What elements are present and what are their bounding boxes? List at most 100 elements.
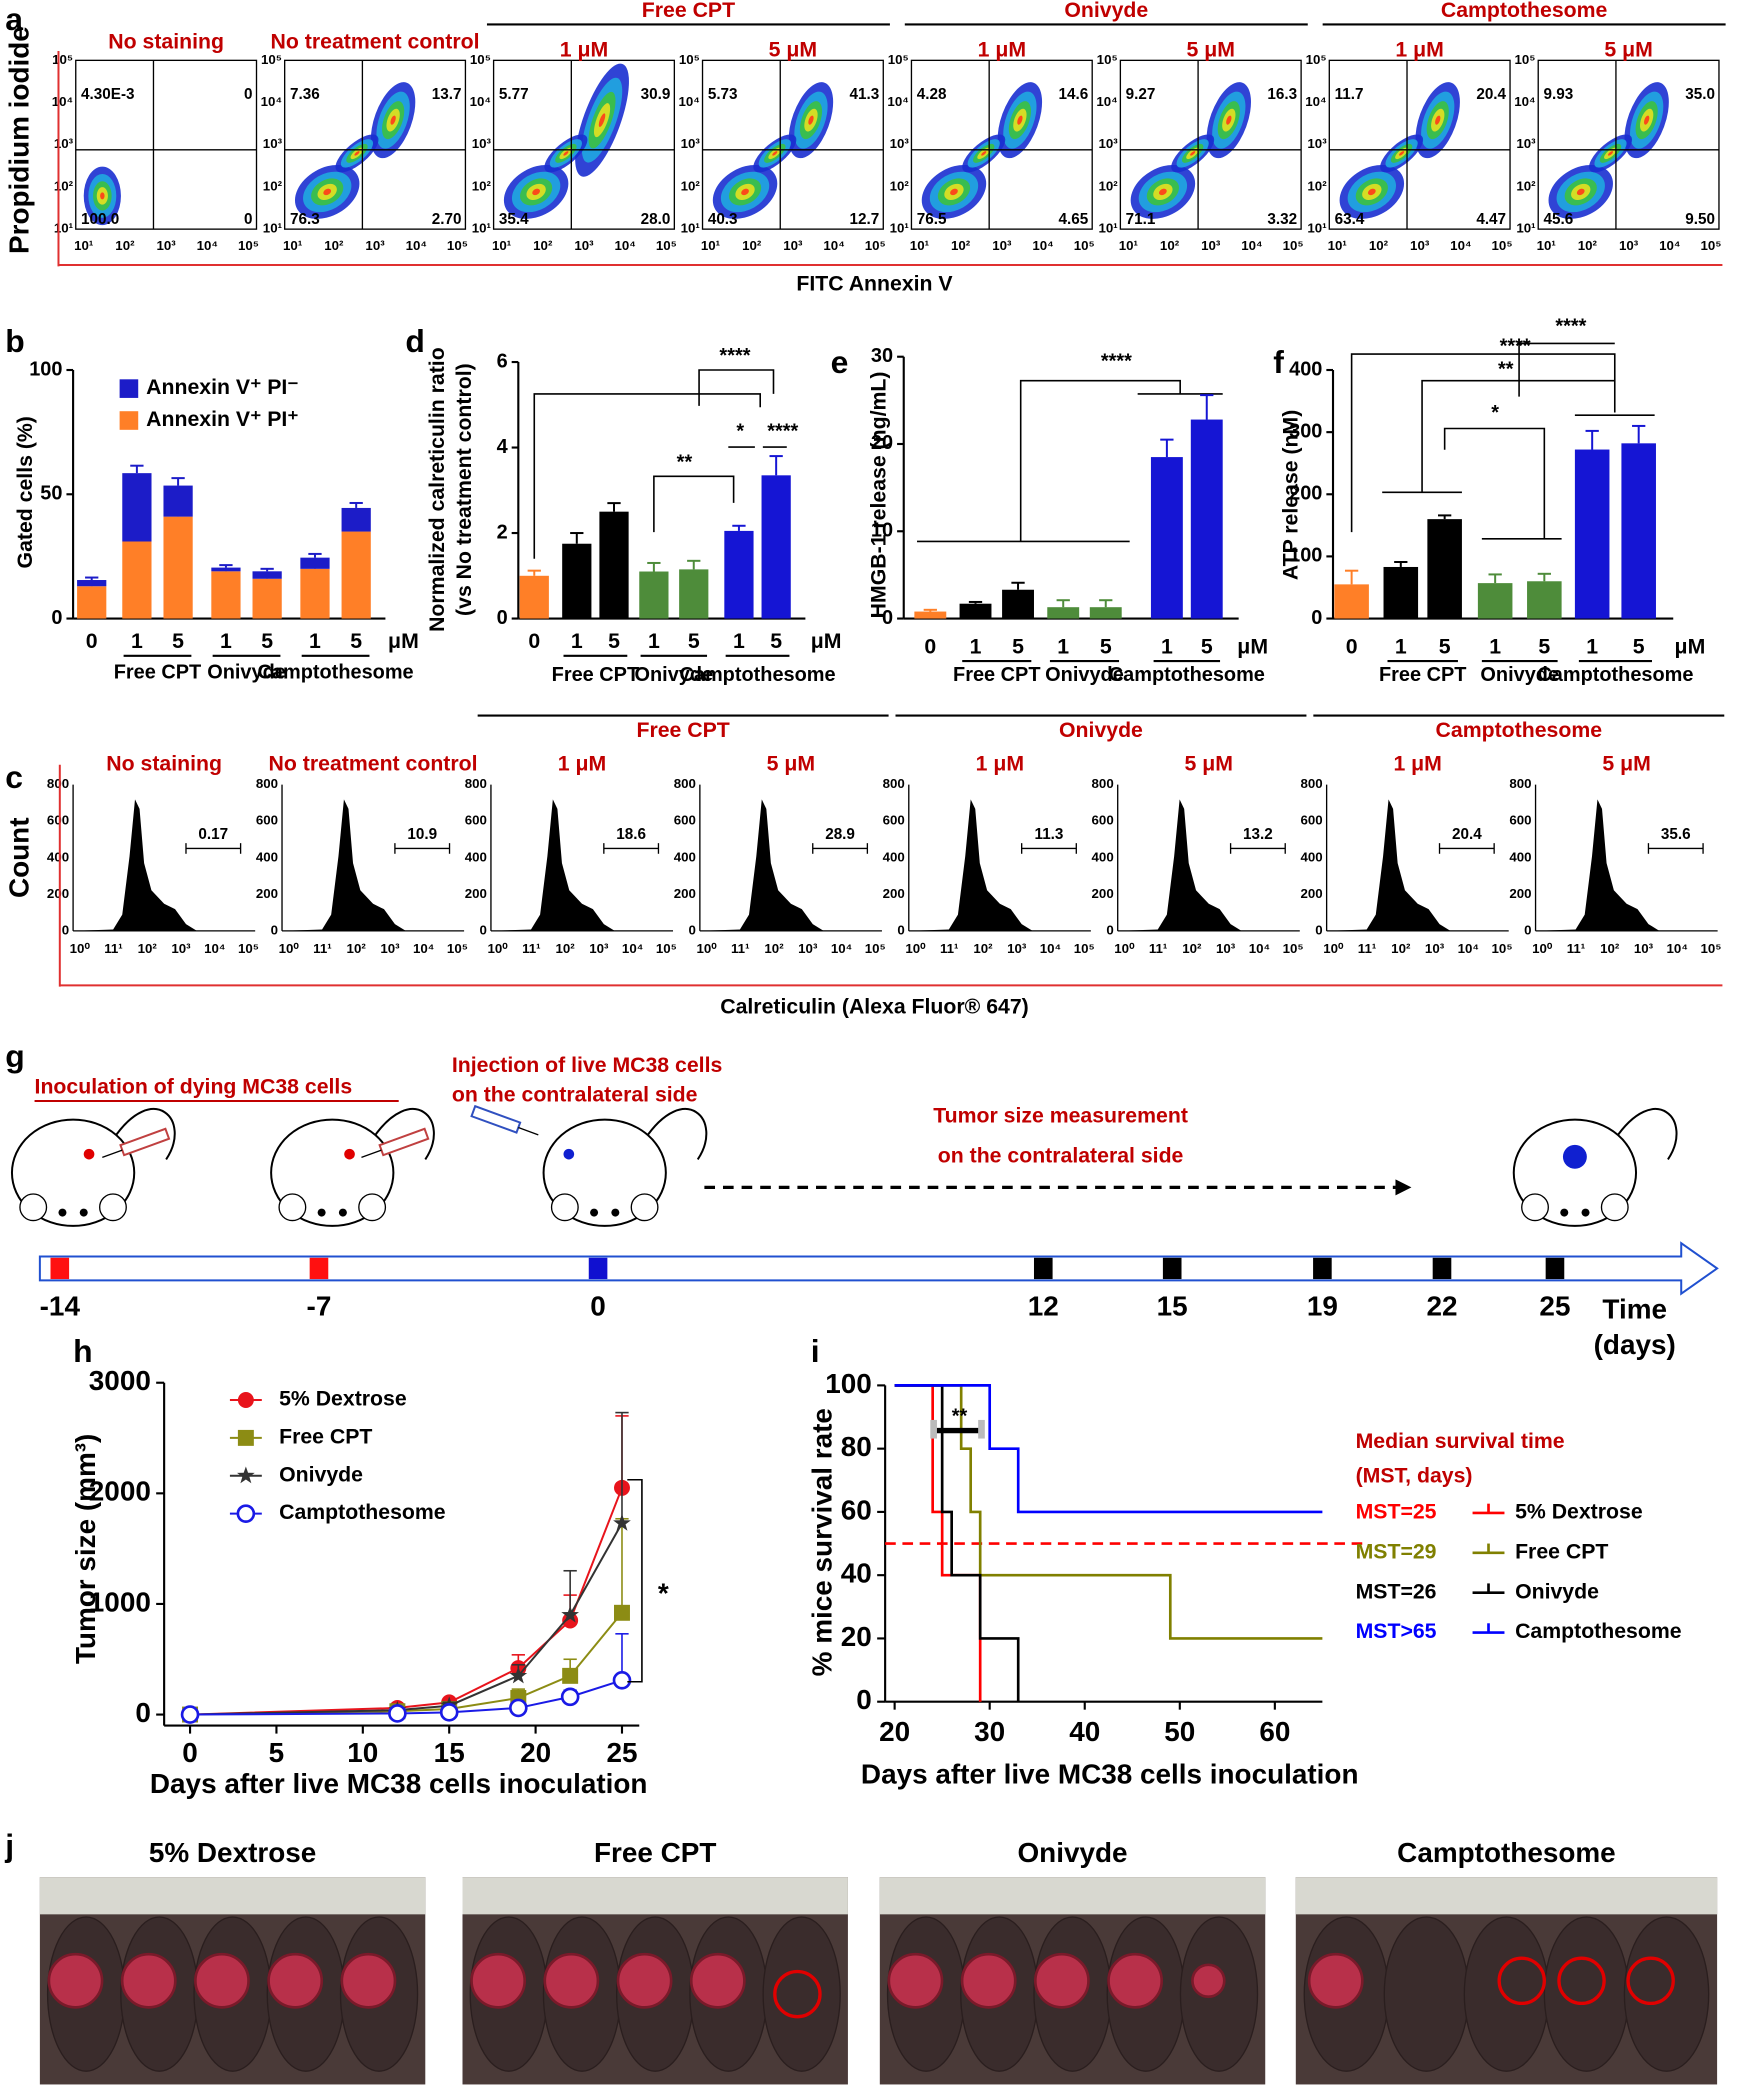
y-tick-label: 10¹ [1307, 221, 1326, 236]
y-tick-label: 0 [271, 922, 278, 937]
timeline-marker [588, 1257, 608, 1280]
y-tick-label: 600 [1092, 813, 1114, 828]
x-tick-label: 10⁵ [1700, 238, 1721, 253]
quadrant-value: 4.28 [917, 86, 947, 103]
mst-label: MST>65 [1356, 1619, 1437, 1643]
quadrant-value: 3.32 [1267, 211, 1297, 228]
bar [1190, 419, 1223, 619]
timeline-marker [1545, 1257, 1565, 1280]
y-tick-label: 10¹ [890, 221, 909, 236]
y-tick-label: 50 [40, 483, 62, 505]
x-tick-label: 10¹ [701, 238, 720, 253]
density-blob [563, 151, 569, 156]
x-tick-label: 5 [770, 629, 782, 653]
marker [613, 1513, 631, 1531]
y-tick-label: 200 [1289, 483, 1322, 505]
gate-value: 0.17 [198, 826, 228, 843]
bar-segment [122, 541, 152, 619]
quadrant-value: 63.4 [1335, 211, 1365, 228]
mouse-ear [19, 1193, 48, 1222]
histogram [1326, 799, 1509, 931]
tumor [1107, 1952, 1164, 2009]
x-tick-label: 15 [434, 1737, 465, 1768]
x-tick-label: 10³ [157, 238, 177, 253]
x-tick-label: 10³ [1634, 941, 1654, 956]
plot-title: 5 μM [1185, 751, 1233, 775]
bar [959, 603, 992, 619]
x-tick-label: 10² [1182, 941, 1202, 956]
group-label: Camptothesome [258, 661, 414, 683]
y-tick-label: 800 [674, 776, 696, 791]
x-axis-label: Days after live MC38 cells inoculation [861, 1758, 1359, 1789]
y-tick-label: 0 [51, 607, 62, 629]
y-tick-label: 10⁵ [1097, 52, 1118, 67]
x-tick-label: 10⁴ [1667, 941, 1688, 956]
histogram [73, 799, 256, 931]
x-tick-label: 10³ [574, 238, 594, 253]
plot-title: 5 μM [1604, 38, 1652, 62]
legend-label: Onivyde [1515, 1579, 1599, 1603]
mouse-tail [1613, 1108, 1678, 1161]
photo-ruler [879, 1877, 1266, 1915]
y-tick-label: 600 [883, 813, 905, 828]
mouse-ear [99, 1193, 127, 1222]
absent-tumor-mark [1497, 1956, 1546, 2006]
significance-bracket [1421, 379, 1615, 493]
unit-label: μM [1675, 634, 1706, 658]
mst-label: MST=25 [1356, 1500, 1437, 1524]
significance-label: * [658, 1578, 669, 1609]
y-tick-label: 300 [1289, 420, 1322, 442]
photo-title: 5% Dextrose [149, 1837, 316, 1868]
x-tick-label: 11¹ [522, 941, 540, 956]
y-tick-label: 200 [674, 886, 696, 901]
bar [1574, 449, 1610, 619]
y-tick-label: 0 [135, 1697, 151, 1728]
plot-title: 5 μM [1187, 38, 1235, 62]
x-tick-label: 1 [970, 634, 982, 658]
y-axis-label: Tumor size (mm³) [70, 1434, 101, 1664]
bar [679, 569, 709, 619]
y-tick-label: 10³ [1516, 136, 1536, 151]
density-blob [1435, 115, 1441, 125]
syringe [470, 1104, 522, 1134]
significance-label: **** [1555, 316, 1586, 338]
x-tick-label: 5 [172, 629, 184, 653]
x-tick-label: 1 [131, 629, 143, 653]
y-tick-label: 0 [897, 922, 904, 937]
marker [509, 1666, 528, 1684]
significance-label: * [736, 421, 744, 443]
y-tick-label: 10¹ [681, 221, 700, 236]
density-blob [1159, 188, 1167, 196]
y-tick-label: 100 [29, 358, 62, 380]
y-tick-label: 10¹ [1099, 221, 1118, 236]
y-tick-label: 0 [1311, 607, 1322, 629]
injection-site [83, 1148, 95, 1160]
y-tick-label: 10² [472, 178, 492, 193]
time-label: (days) [1594, 1329, 1676, 1360]
y-tick-label: 20 [841, 1621, 872, 1652]
y-axis-label: % mice survival rate [806, 1408, 837, 1676]
x-tick-label: 10² [742, 238, 762, 253]
plot-title: 1 μM [1393, 751, 1441, 775]
density-blob [950, 188, 958, 196]
timeline-label: 0 [590, 1291, 606, 1322]
photo-title: Free CPT [594, 1837, 716, 1868]
x-tick-label: 10⁴ [406, 238, 427, 253]
bar-segment [252, 571, 282, 579]
x-tick-label: 11¹ [313, 941, 331, 956]
x-tick-label: 10⁵ [447, 941, 468, 956]
quadrant-value: 16.3 [1267, 86, 1297, 103]
x-tick-label: 10³ [1007, 941, 1027, 956]
syringe [378, 1127, 430, 1157]
bar-segment [211, 567, 241, 572]
bar-segment [300, 568, 330, 619]
legend-label: Camptothesome [279, 1500, 446, 1524]
x-tick-label: 10² [556, 941, 576, 956]
x-tick-label: 5 [350, 629, 362, 653]
y-tick-label: 200 [1300, 886, 1322, 901]
group-label: Onivyde [1045, 664, 1124, 686]
x-tick-label: 10⁴ [413, 941, 434, 956]
x-tick-label: 10⁰ [488, 941, 509, 956]
